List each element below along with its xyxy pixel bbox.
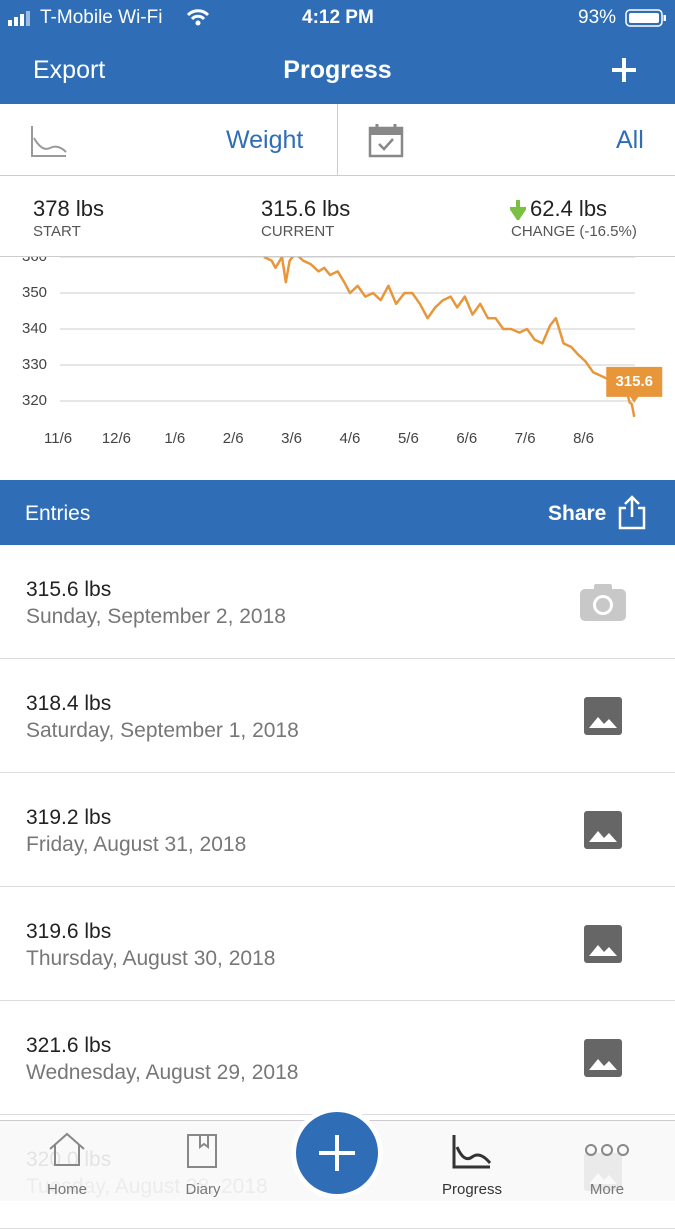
- x-tick-label: 3/6: [281, 430, 302, 447]
- y-tick-label: 340: [22, 320, 47, 337]
- x-tick-label: 1/6: [164, 430, 185, 447]
- entry[interactable]: 319.2 lbs Friday, August 31, 2018: [0, 773, 675, 887]
- home-icon: [49, 1132, 85, 1166]
- divider: [337, 104, 338, 175]
- tab-progress[interactable]: Progress: [441, 1181, 503, 1198]
- signal-icon: [8, 11, 30, 26]
- entry-weight: 319.2 lbs: [26, 806, 112, 829]
- share-button[interactable]: Share: [548, 502, 607, 525]
- entry[interactable]: 319.6 lbs Thursday, August 30, 2018: [0, 887, 675, 1001]
- time: 4:12 PM: [302, 7, 374, 28]
- entry[interactable]: 321.6 lbs Wednesday, August 29, 2018: [0, 1001, 675, 1115]
- y-tick-label: 330: [22, 356, 47, 373]
- entry-date: Saturday, September 1, 2018: [26, 719, 299, 742]
- camera-icon[interactable]: [579, 582, 627, 622]
- status-bar: T-Mobile Wi-Fi 4:12 PM 93%: [0, 0, 675, 38]
- entry-weight: 315.6 lbs: [26, 578, 112, 601]
- start-label: START: [33, 223, 81, 240]
- x-tick-label: 2/6: [223, 430, 244, 447]
- current-label: CURRENT: [261, 223, 335, 240]
- battery-text: 93%: [578, 7, 617, 28]
- photo-icon[interactable]: [579, 924, 627, 964]
- battery-icon: [625, 9, 666, 27]
- photo-icon[interactable]: [579, 696, 627, 736]
- down-arrow: [510, 200, 526, 220]
- share-icon[interactable]: [617, 494, 647, 530]
- entry[interactable]: 315.6 lbs Sunday, September 2, 2018: [0, 545, 675, 659]
- calendar-icon: [368, 124, 404, 158]
- more-icon: [585, 1144, 629, 1156]
- entry-date: Wednesday, August 29, 2018: [26, 1061, 299, 1084]
- current-value: 315.6 lbs: [261, 196, 351, 221]
- title: Progress: [283, 56, 392, 84]
- entry-weight: 321.6 lbs: [26, 1034, 112, 1057]
- y-tick-label: 320: [22, 392, 47, 409]
- export-button[interactable]: Export: [33, 56, 106, 84]
- progress-icon: [452, 1135, 492, 1169]
- x-tick-label: 8/6: [573, 430, 594, 447]
- wifi-icon: [186, 9, 210, 26]
- fab-add[interactable]: [287, 1102, 387, 1200]
- entry-date: Sunday, September 2, 2018: [26, 605, 286, 628]
- add-button[interactable]: [610, 56, 638, 84]
- weight-line: [263, 257, 636, 418]
- x-tick-label: 5/6: [398, 430, 419, 447]
- x-tick-label: 12/6: [102, 430, 131, 447]
- entry-weight: 318.4 lbs: [26, 692, 112, 715]
- value-label: 315.6: [615, 373, 653, 390]
- x-tick-label: 6/6: [456, 430, 477, 447]
- x-tick-label: 7/6: [515, 430, 536, 447]
- nav-header: Export Progress: [0, 38, 675, 104]
- carrier: T-Mobile Wi-Fi: [40, 7, 163, 28]
- y-tick-label: 360: [22, 257, 47, 265]
- tab-more[interactable]: More: [589, 1181, 625, 1198]
- x-tick-label: 11/6: [44, 430, 72, 447]
- range-select[interactable]: All: [616, 126, 644, 154]
- x-tick-label: 4/6: [340, 430, 361, 447]
- y-tick-label: 350: [22, 284, 47, 301]
- metric-select[interactable]: Weight: [226, 126, 304, 154]
- tab-diary[interactable]: Diary: [185, 1181, 221, 1198]
- entry-date: Friday, August 31, 2018: [26, 833, 247, 856]
- entries-header: Entries Share: [0, 480, 675, 545]
- diary-icon: [187, 1134, 217, 1168]
- photo-icon[interactable]: [579, 1038, 627, 1078]
- entry-weight: 319.6 lbs: [26, 920, 112, 943]
- change-label: CHANGE (-16.5%): [511, 223, 637, 240]
- start-value: 378 lbs: [33, 196, 104, 221]
- selector-row: Weight All: [0, 104, 675, 176]
- tab-home[interactable]: Home: [46, 1181, 87, 1198]
- photo-icon[interactable]: [579, 810, 627, 850]
- value-bubble: [606, 366, 663, 403]
- change-value: 62.4 lbs: [530, 196, 608, 221]
- entry[interactable]: 318.4 lbs Saturday, September 1, 2018: [0, 659, 675, 773]
- chart-icon: [31, 126, 67, 157]
- weight-chart: 320 330 340 350 360 11/6 12/6 1/6 2/6 3/6 4/6 5/6 6/…: [22, 257, 663, 447]
- entry-date: Thursday, August 30, 2018: [26, 947, 276, 970]
- stats-row: 378 lbs START 315.6 lbs CURRENT 62.4 lbs…: [0, 176, 675, 257]
- entries-title: Entries: [25, 502, 91, 525]
